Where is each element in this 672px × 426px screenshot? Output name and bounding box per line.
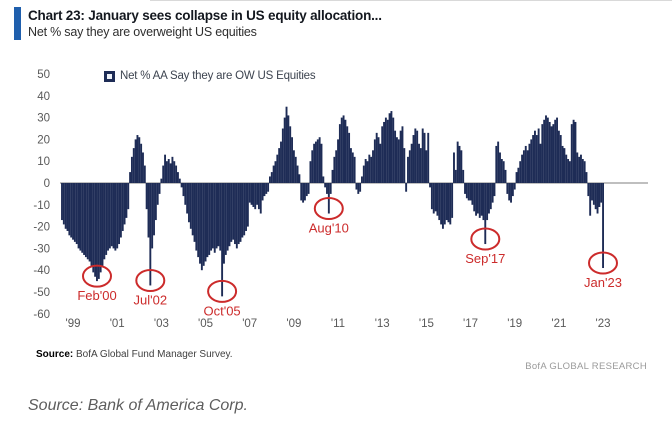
y-axis-labels: 50 40 30 20 10 0 -10 -20 -30 -40 -50 -60	[33, 69, 50, 321]
chart-header: Chart 23: January sees collapse in US eq…	[14, 7, 382, 40]
source-label: Source:	[36, 349, 74, 360]
svg-text:-10: -10	[33, 200, 50, 212]
svg-text:'07: '07	[242, 318, 257, 330]
svg-text:Oct'05: Oct'05	[204, 303, 241, 318]
svg-text:Sep'17: Sep'17	[465, 251, 505, 266]
annotation-oct05: Oct'05	[204, 279, 241, 318]
chart-title: Chart 23: January sees collapse in US eq…	[28, 8, 382, 23]
annotation-jan23: Jan'23	[584, 251, 622, 290]
accent-bar	[14, 7, 21, 40]
page-caption: Source: Bank of America Corp.	[28, 397, 248, 414]
svg-text:'17: '17	[463, 318, 478, 330]
x-axis-labels: '99 '01 '03 '05 '07 '09 '11 '13 '15 '17 '19 '21 '23	[66, 318, 611, 330]
annotation-aug10: Aug'10	[309, 197, 349, 236]
svg-text:-60: -60	[33, 309, 50, 321]
svg-text:'11: '11	[331, 318, 345, 330]
svg-text:-40: -40	[33, 265, 50, 277]
legend-label: Net % AA Say they are OW US Equities	[120, 70, 316, 82]
annotation-sep17: Sep'17	[465, 227, 505, 266]
svg-text:'21: '21	[551, 318, 566, 330]
allocation-bar-chart: 50 40 30 20 10 0 -10 -20 -30 -40 -50 -60 '99 '01 '03 '0…	[0, 55, 672, 347]
bars-series	[61, 106, 604, 297]
svg-text:30: 30	[37, 113, 50, 125]
annotation-feb00: Feb'00	[77, 264, 117, 303]
annotation-jul02: Jul'02	[134, 269, 168, 308]
svg-text:Jan'23: Jan'23	[584, 275, 622, 290]
svg-text:'15: '15	[419, 318, 434, 330]
header-text: Chart 23: January sees collapse in US eq…	[28, 7, 382, 40]
svg-text:'03: '03	[154, 318, 169, 330]
source-text: BofA Global Fund Manager Survey.	[76, 349, 233, 360]
svg-text:'09: '09	[286, 318, 301, 330]
brand-text: BofA GLOBAL RESEARCH	[525, 361, 647, 372]
svg-text:-50: -50	[33, 287, 50, 299]
chart-subtitle: Net % say they are overweight US equitie…	[28, 25, 257, 39]
svg-text:40: 40	[37, 91, 50, 103]
svg-text:'05: '05	[198, 318, 213, 330]
svg-text:'13: '13	[375, 318, 390, 330]
svg-text:10: 10	[37, 156, 50, 168]
svg-text:20: 20	[37, 134, 50, 146]
svg-text:0: 0	[44, 178, 50, 190]
svg-text:Feb'00: Feb'00	[77, 288, 116, 303]
svg-text:'23: '23	[596, 318, 611, 330]
top-rule	[150, 0, 672, 1]
legend: Net % AA Say they are OW US Equities	[104, 70, 316, 82]
legend-marker-icon	[104, 70, 115, 82]
chart-canvas: 50 40 30 20 10 0 -10 -20 -30 -40 -50 -60 '99 '01 '03 '0…	[33, 69, 648, 330]
footer-source: Source: BofA Global Fund Manager Survey.	[36, 349, 233, 360]
svg-text:50: 50	[37, 69, 50, 81]
svg-text:Jul'02: Jul'02	[134, 293, 168, 308]
svg-text:'99: '99	[66, 318, 81, 330]
svg-text:'01: '01	[110, 318, 125, 330]
svg-text:-20: -20	[33, 222, 50, 234]
svg-text:-30: -30	[33, 243, 50, 255]
svg-text:Aug'10: Aug'10	[309, 221, 349, 236]
svg-text:'19: '19	[507, 318, 522, 330]
annotations: Feb'00 Jul'02 Oct'05 Aug'10 Sep'17 Jan'23	[77, 197, 622, 318]
